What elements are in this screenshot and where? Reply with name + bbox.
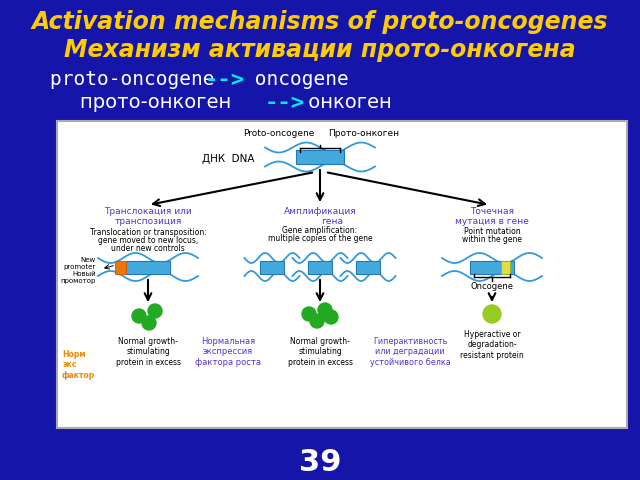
Text: Амплификация: Амплификация xyxy=(284,207,356,216)
Text: 39: 39 xyxy=(299,448,341,477)
Text: Гиперактивность
или деградации
устойчивого белка: Гиперактивность или деградации устойчиво… xyxy=(370,337,451,367)
Text: Норм
экс
фактор: Норм экс фактор xyxy=(62,350,95,380)
Bar xyxy=(501,261,509,274)
Text: Normal growth-
stimulating
protein in excess: Normal growth- stimulating protein in ex… xyxy=(287,337,353,367)
Text: Точечная: Точечная xyxy=(470,207,514,216)
Text: New
promoter
Новый
промотор: New promoter Новый промотор xyxy=(61,257,96,284)
Text: прото-онкоген: прото-онкоген xyxy=(80,93,237,112)
Text: Normal growth-
stimulating
protein in excess: Normal growth- stimulating protein in ex… xyxy=(115,337,180,367)
Text: Point mutation: Point mutation xyxy=(464,227,520,236)
Text: онкоген: онкоген xyxy=(302,93,392,112)
Bar xyxy=(126,261,170,274)
Circle shape xyxy=(310,314,324,328)
Circle shape xyxy=(142,316,156,330)
Text: гена: гена xyxy=(321,217,343,226)
Circle shape xyxy=(324,310,338,324)
Circle shape xyxy=(132,309,146,323)
Circle shape xyxy=(318,303,332,317)
Text: Прото-онкоген: Прото-онкоген xyxy=(328,129,399,138)
Text: proto-oncogene: proto-oncogene xyxy=(50,70,227,89)
Text: транспозиция: транспозиция xyxy=(115,217,182,226)
Text: -->: --> xyxy=(265,93,305,113)
Circle shape xyxy=(483,305,501,323)
Text: Транслокация или: Транслокация или xyxy=(104,207,192,216)
Bar xyxy=(470,261,514,274)
Text: мутация в гене: мутация в гене xyxy=(455,217,529,226)
Text: Нормальная
экспрессия
фактора роста: Нормальная экспрессия фактора роста xyxy=(195,337,261,367)
Text: Proto-oncogene: Proto-oncogene xyxy=(244,129,315,138)
Text: Activation mechanisms of proto-oncogenes: Activation mechanisms of proto-oncogenes xyxy=(32,10,608,34)
Text: oncogene: oncogene xyxy=(243,70,349,89)
Text: within the gene: within the gene xyxy=(462,235,522,244)
Circle shape xyxy=(148,304,162,318)
Bar xyxy=(356,261,380,274)
Text: Механизм активации прото-онкогена: Механизм активации прото-онкогена xyxy=(64,38,576,62)
Bar xyxy=(308,261,332,274)
Bar xyxy=(115,261,126,274)
Text: under new controls: under new controls xyxy=(111,244,185,253)
Text: ДНК  DNA: ДНК DNA xyxy=(202,154,255,164)
Text: Gene amplification:: Gene amplification: xyxy=(282,226,358,235)
Text: gene moved to new locus,: gene moved to new locus, xyxy=(98,236,198,245)
Text: Oncogene: Oncogene xyxy=(470,282,513,291)
Bar xyxy=(296,150,344,164)
Text: Translocation or transposition:: Translocation or transposition: xyxy=(90,228,206,237)
Bar xyxy=(260,261,284,274)
FancyBboxPatch shape xyxy=(57,121,627,428)
Circle shape xyxy=(302,307,316,321)
Text: Hyperactive or
degradation-
resistant protein: Hyperactive or degradation- resistant pr… xyxy=(460,330,524,360)
Text: -->: --> xyxy=(205,70,245,90)
Text: multiple copies of the gene: multiple copies of the gene xyxy=(268,234,372,243)
